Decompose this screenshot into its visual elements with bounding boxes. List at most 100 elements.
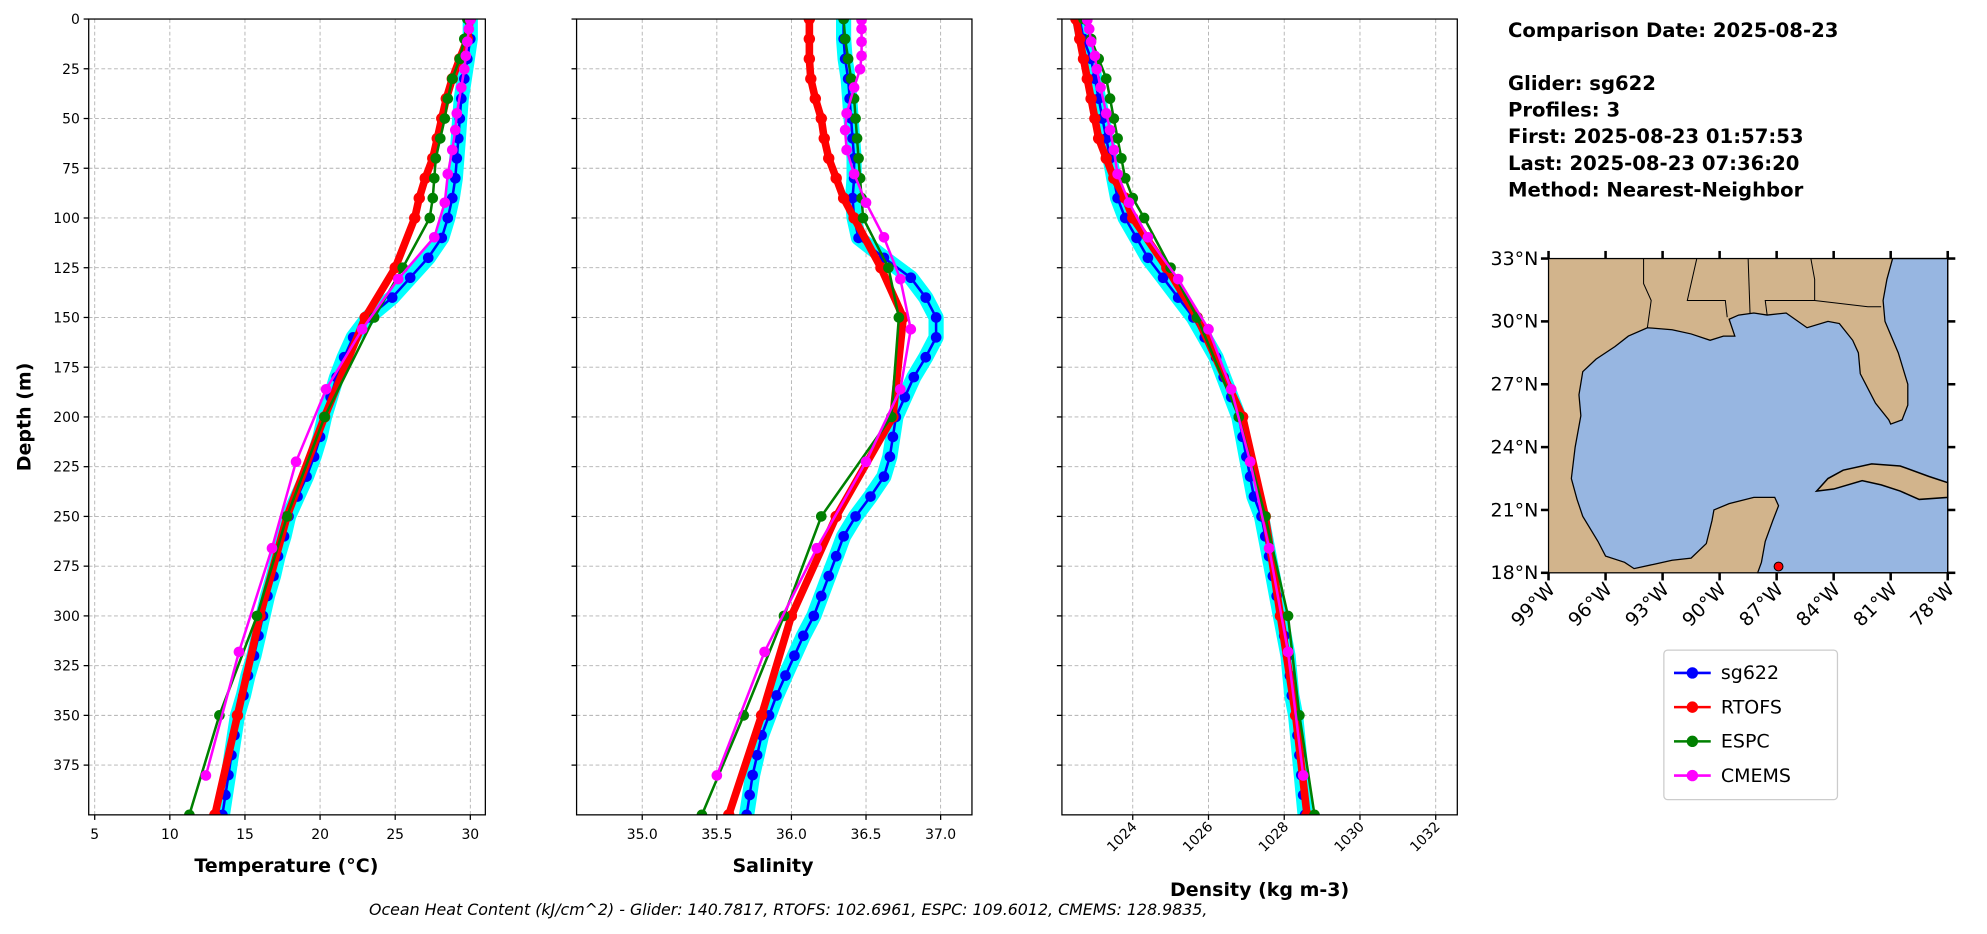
data-point — [815, 590, 827, 602]
data-point — [803, 33, 816, 45]
data-point — [1108, 144, 1120, 156]
data-point — [231, 709, 244, 722]
data-point — [789, 650, 800, 662]
data-point — [389, 262, 401, 274]
legend-marker — [1686, 769, 1699, 782]
panel-temperature: 0 25 50 75 100 125 150 175 200 225 250 275 300 325 350… — [53, 12, 486, 843]
data-point — [696, 809, 708, 815]
data-point — [805, 73, 817, 85]
data-point — [845, 73, 857, 85]
data-point — [798, 630, 809, 642]
salinity-xlabel: Salinity — [732, 855, 814, 877]
data-point — [930, 312, 942, 323]
data-point — [1091, 63, 1103, 75]
data-point — [251, 610, 263, 622]
data-point — [920, 351, 932, 363]
x-tick-label: 15 — [236, 827, 254, 843]
data-point — [850, 113, 861, 124]
data-point — [430, 152, 442, 164]
map-frame — [1547, 257, 1949, 574]
legend-entry-espc: ESPC — [1673, 731, 1770, 753]
data-point — [451, 152, 463, 164]
data-point — [839, 33, 851, 45]
data-point — [887, 431, 899, 443]
y-tick-label: 175 — [53, 360, 80, 376]
data-point — [1085, 36, 1097, 48]
data-point — [356, 323, 368, 335]
comparison-date: Comparison Date: 2025-08-23 — [1508, 19, 1838, 42]
x-tick-label: 5 — [90, 827, 99, 843]
data-point — [878, 471, 890, 482]
data-point — [860, 456, 872, 468]
data-point — [857, 212, 869, 224]
data-point — [841, 144, 852, 156]
y-tick-label: 275 — [53, 559, 80, 575]
data-point — [1083, 23, 1095, 35]
data-point — [184, 809, 195, 815]
data-point — [442, 93, 454, 104]
x-tick-label: 1030 — [1331, 819, 1367, 855]
data-point — [841, 108, 852, 119]
data-point — [848, 212, 860, 224]
location-map: 99°W 96°W 93°W 90°W 87°W 84°W 81°W 78°W 18°N 21°N… — [1491, 248, 1959, 631]
data-point — [1244, 456, 1256, 468]
data-point — [842, 53, 854, 65]
state-border — [1643, 258, 1652, 328]
data-point — [209, 809, 221, 815]
legend-box — [1663, 649, 1839, 801]
data-point — [830, 172, 842, 184]
plot-area — [696, 19, 944, 815]
data-point — [856, 36, 867, 48]
data-point — [809, 92, 822, 105]
data-point — [1074, 33, 1086, 45]
data-point — [463, 23, 475, 35]
series-sg622 — [739, 19, 944, 815]
data-point — [1081, 73, 1094, 85]
data-point — [771, 690, 782, 701]
data-point — [785, 610, 798, 622]
x-tick-label: 30 — [461, 827, 479, 843]
data-point — [1131, 232, 1142, 244]
data-point — [878, 231, 890, 243]
data-point — [1172, 273, 1184, 285]
series-line — [1086, 19, 1305, 776]
lon-tick-label: 78°W — [1906, 578, 1959, 631]
data-point — [1157, 272, 1169, 283]
y-tick-label: 100 — [53, 211, 80, 227]
method: Method: Nearest-Neighbor — [1508, 178, 1804, 201]
data-point — [895, 273, 906, 285]
y-tick-label: 125 — [53, 261, 80, 277]
data-point — [1089, 50, 1101, 62]
x-tick-label: 1028 — [1256, 819, 1292, 855]
series-cmems — [711, 19, 917, 781]
x-tick-label: 1032 — [1407, 819, 1443, 855]
legend-marker — [1686, 701, 1699, 713]
data-point — [751, 749, 763, 761]
data-point — [392, 273, 404, 285]
panel-salinity: 35.0 35.5 36.0 36.5 37.0 — [571, 18, 973, 843]
lat-tick-label: 18°N — [1491, 562, 1539, 584]
data-point — [823, 152, 835, 165]
legend-marker — [1686, 667, 1699, 679]
data-point — [860, 197, 872, 208]
data-point — [854, 63, 866, 75]
data-point — [856, 19, 867, 26]
y-tick-label: 50 — [62, 112, 80, 128]
data-point — [266, 542, 278, 554]
lat-tick-label: 30°N — [1491, 311, 1539, 333]
data-point — [1095, 82, 1106, 93]
legend-label: RTOFS — [1721, 696, 1782, 718]
state-border — [1747, 258, 1751, 314]
data-point — [856, 23, 867, 35]
data-point — [422, 252, 434, 264]
data-point — [848, 82, 860, 93]
data-point — [413, 192, 425, 204]
data-point — [1116, 152, 1127, 164]
data-point — [419, 172, 431, 184]
data-point — [893, 312, 905, 323]
data-point — [747, 769, 758, 781]
data-point — [803, 19, 816, 25]
x-tick-label: 25 — [386, 827, 404, 843]
data-point — [848, 168, 860, 180]
axes-frame — [575, 18, 973, 816]
